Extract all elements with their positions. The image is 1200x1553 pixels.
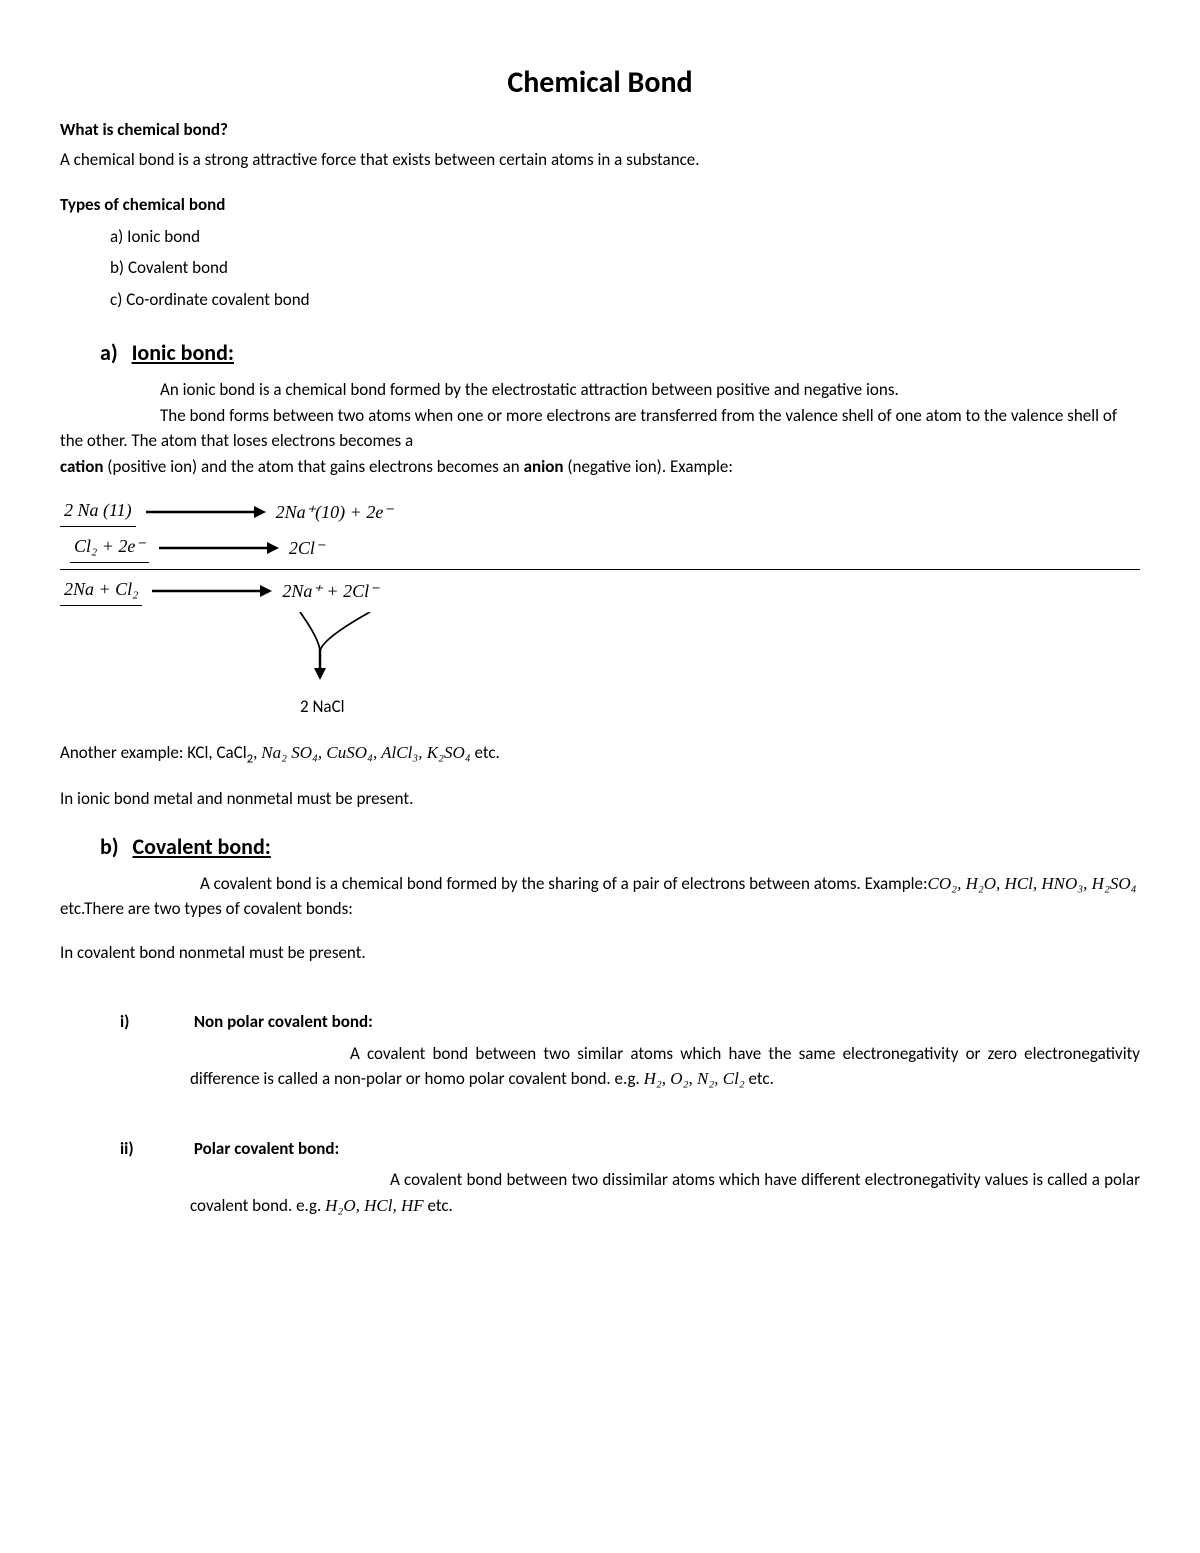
sub-title: Non polar covalent bond: bbox=[194, 1009, 373, 1035]
ionic-note: In ionic bond metal and nonmetal must be… bbox=[60, 786, 1140, 812]
eq-result: 2 NaCl bbox=[300, 694, 1140, 720]
eq-right: 2Na⁺ + 2Cl⁻ bbox=[282, 578, 378, 605]
list-label: Ionic bond bbox=[127, 226, 200, 247]
eq-left: 2 Na (11) bbox=[60, 497, 136, 527]
formulas: CO₂, H₂O, HCl, HNO₃, H₂SO₄ bbox=[928, 874, 1137, 893]
eq-left: Cl₂ + 2e⁻ bbox=[70, 533, 149, 563]
ionic-another-example: Another example: KCl, CaCl2, Na₂ SO₄, Cu… bbox=[60, 740, 1140, 769]
text: Another example: KCl, CaCl bbox=[60, 742, 247, 763]
covalent-note: In covalent bond nonmetal must be presen… bbox=[60, 940, 1140, 966]
nonpolar-section: i) Non polar covalent bond: A covalent b… bbox=[60, 1009, 1140, 1092]
text: etc. bbox=[745, 1068, 774, 1089]
list-item: c) Co-ordinate covalent bond bbox=[110, 287, 1140, 313]
eq-row-3: 2Na + Cl₂ 2Na⁺ + 2Cl⁻ bbox=[60, 576, 1140, 606]
divider bbox=[60, 569, 1140, 570]
section-title: Covalent bond: bbox=[133, 830, 271, 863]
ionic-p2-part3: (negative ion). Example: bbox=[564, 456, 733, 477]
eq-right: 2Na⁺(10) + 2e⁻ bbox=[276, 499, 393, 526]
list-label: Covalent bond bbox=[128, 257, 228, 278]
section-letter: b) bbox=[100, 830, 119, 863]
covalent-header: b) Covalent bond: bbox=[60, 830, 1140, 863]
types-heading: Types of chemical bond bbox=[60, 192, 1140, 218]
equations: 2 Na (11) 2Na⁺(10) + 2e⁻ Cl₂ + 2e⁻ 2Cl⁻ … bbox=[60, 497, 1140, 720]
eq-left: 2Na + Cl₂ bbox=[60, 576, 142, 606]
covalent-p1-indent: A covalent bond is a chemical bond forme… bbox=[60, 871, 928, 897]
formulas: H₂O, HCl, HF bbox=[325, 1196, 423, 1215]
covalent-body: A covalent bond is a chemical bond forme… bbox=[60, 871, 1140, 922]
types-list: a) Ionic bond b) Covalent bond c) Co-ord… bbox=[60, 224, 1140, 313]
list-letter: a) bbox=[110, 226, 123, 247]
sub-body: A covalent bond between two dissimilar a… bbox=[120, 1167, 1140, 1218]
arrow-icon bbox=[146, 505, 266, 519]
cation: cation bbox=[60, 456, 103, 477]
ionic-body: An ionic bond is a chemical bond formed … bbox=[60, 377, 1140, 479]
polar-section: ii) Polar covalent bond: A covalent bond… bbox=[60, 1136, 1140, 1219]
ionic-p2: The bond forms between two atoms when on… bbox=[60, 403, 1140, 480]
formulas: Na₂ SO₄, CuSO₄, AlCl₃, K₂SO₄ bbox=[261, 743, 470, 762]
eq-row-2: Cl₂ + 2e⁻ 2Cl⁻ bbox=[60, 533, 1140, 563]
merge-arrow-icon bbox=[240, 612, 400, 682]
text: etc. bbox=[424, 1195, 453, 1216]
text: etc. bbox=[471, 742, 500, 763]
formulas: H₂, O₂, N₂, Cl₂ bbox=[644, 1069, 745, 1088]
ionic-p2-part2: (positive ion) and the atom that gains e… bbox=[103, 456, 523, 477]
eq-row-1: 2 Na (11) 2Na⁺(10) + 2e⁻ bbox=[60, 497, 1140, 527]
converge-arrow bbox=[240, 612, 1140, 690]
sub-title: Polar covalent bond: bbox=[194, 1136, 339, 1162]
text: etc.There are two types of covalent bond… bbox=[60, 898, 353, 919]
list-letter: c) bbox=[110, 289, 122, 310]
ionic-header: a) Ionic bond: bbox=[60, 336, 1140, 369]
arrow-icon bbox=[159, 541, 279, 555]
list-letter: b) bbox=[110, 257, 124, 278]
sub-label: ii) bbox=[120, 1136, 190, 1162]
arrow-icon bbox=[152, 584, 272, 598]
list-label: Co-ordinate covalent bond bbox=[126, 289, 309, 310]
list-item: b) Covalent bond bbox=[110, 255, 1140, 281]
list-item: a) Ionic bond bbox=[110, 224, 1140, 250]
section-title: Ionic bond: bbox=[132, 336, 234, 369]
sub-body: A covalent bond between two similar atom… bbox=[120, 1041, 1140, 1092]
eq-right: 2Cl⁻ bbox=[289, 535, 325, 562]
page-title: Chemical Bond bbox=[60, 60, 1140, 105]
ionic-p2-part1: The bond forms between two atoms when on… bbox=[60, 403, 1140, 454]
sub-label: i) bbox=[120, 1009, 190, 1035]
q1-definition: A chemical bond is a strong attractive f… bbox=[60, 147, 1140, 173]
ionic-p1: An ionic bond is a chemical bond formed … bbox=[60, 377, 1140, 403]
q1-heading: What is chemical bond? bbox=[60, 117, 1140, 143]
section-letter: a) bbox=[100, 336, 118, 369]
anion: anion bbox=[524, 456, 564, 477]
